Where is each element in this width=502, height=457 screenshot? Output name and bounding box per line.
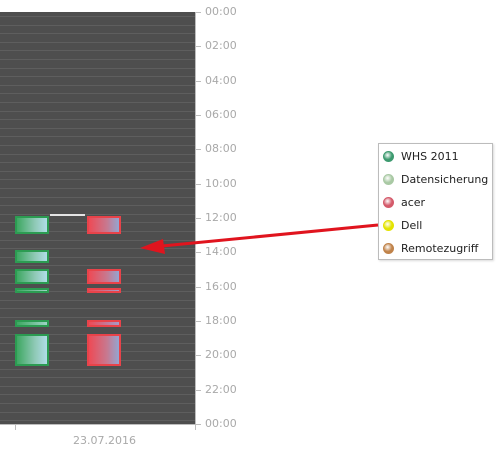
grid-line (0, 102, 195, 103)
grid-line (0, 93, 195, 95)
grid-line (0, 76, 195, 78)
y-axis-tick (195, 355, 201, 357)
x-axis-line (0, 424, 196, 425)
legend-label: Remotezugriff (401, 241, 479, 255)
timeline-bar-whs-2011[interactable] (15, 249, 49, 264)
y-axis-tick-label: 22:00 (205, 382, 237, 396)
legend-item-datensicherung[interactable]: Datensicherung (383, 171, 488, 187)
grid-line (0, 41, 195, 43)
grid-line (0, 196, 195, 198)
grid-line (0, 411, 195, 413)
grid-line (0, 127, 195, 129)
legend-dot-icon (383, 150, 394, 162)
grid-line (0, 145, 195, 146)
legend-dot-icon (383, 242, 394, 254)
grid-line (0, 377, 195, 379)
y-axis-tick-label: 04:00 (205, 73, 237, 87)
grid-line (0, 50, 195, 52)
timeline-bar-whs-2011[interactable] (15, 216, 49, 235)
grid-line (0, 67, 195, 69)
y-axis-tick-label: 10:00 (205, 176, 237, 190)
y-axis-tick-label: 00:00 (205, 5, 237, 18)
legend-dot-icon (383, 219, 394, 231)
legend: WHS 2011 Datensicherung acer Dell Remote… (378, 143, 493, 260)
grid-line (0, 308, 195, 310)
arrow-head-icon (140, 239, 165, 254)
grid-line (0, 256, 195, 258)
grid-line (0, 119, 195, 121)
grid-line (0, 317, 195, 318)
grid-line (0, 59, 195, 60)
y-axis-tick-label: 12:00 (205, 211, 237, 224)
grid-line (0, 385, 195, 387)
grid-line (0, 24, 195, 26)
y-axis-tick-label: 14:00 (205, 245, 237, 259)
arrow-shaft (161, 223, 379, 248)
y-axis-tick (195, 424, 201, 425)
grid-line (0, 179, 195, 181)
y-axis-tick (195, 389, 201, 391)
timeline-bar-acer[interactable] (87, 333, 121, 367)
series-connector-line (50, 214, 85, 216)
grid-line (0, 188, 195, 189)
grid-line (0, 403, 195, 404)
grid-line (0, 420, 195, 422)
timeline-bar-whs-2011[interactable] (15, 333, 49, 367)
y-axis-tick (195, 286, 201, 288)
y-axis-tick-label: 06:00 (205, 108, 237, 121)
legend-item-whs-2011[interactable]: WHS 2011 (383, 148, 459, 164)
grid-line (0, 205, 195, 207)
grid-line (0, 136, 195, 138)
grid-line (0, 162, 195, 164)
y-axis-tick (195, 80, 201, 82)
legend-label: Dell (401, 218, 423, 232)
x-axis-tick (195, 424, 196, 430)
legend-label: WHS 2011 (401, 149, 459, 163)
y-axis-tick-label: 02:00 (205, 39, 237, 53)
y-axis-tick (195, 183, 201, 185)
y-axis-tick (195, 321, 201, 322)
grid-line (0, 170, 195, 172)
timeline-bar-acer[interactable] (87, 268, 121, 284)
legend-item-remotezugriff[interactable]: Remotezugriff (383, 240, 478, 256)
timeline-bar-acer[interactable] (87, 216, 121, 235)
y-axis-tick (195, 218, 201, 219)
grid-line (0, 239, 195, 241)
grid-line (0, 248, 195, 250)
legend-item-acer[interactable]: acer (383, 194, 425, 210)
grid-line (0, 33, 195, 35)
grid-line (0, 153, 195, 155)
y-axis-tick (195, 115, 201, 116)
timeline-bar-acer[interactable] (87, 320, 121, 327)
grid-line (0, 110, 195, 112)
grid-line (0, 368, 195, 370)
timeline-bar-acer[interactable] (87, 287, 121, 293)
legend-item-dell[interactable]: Dell (383, 217, 422, 233)
grid-line (0, 265, 195, 267)
legend-label: Datensicherung (401, 172, 489, 186)
grid-line (0, 299, 195, 301)
y-axis-tick (195, 46, 201, 48)
grid-line (0, 213, 195, 215)
grid-line (0, 84, 195, 86)
legend-dot-icon (383, 173, 394, 185)
y-axis-tick-label: 00:00 (205, 417, 237, 430)
y-axis-tick-label: 20:00 (205, 348, 237, 362)
y-axis-tick (195, 149, 201, 151)
y-axis-tick-label: 18:00 (205, 314, 237, 327)
y-axis-tick-label: 08:00 (205, 142, 237, 156)
y-axis-tick (195, 252, 201, 254)
grid-line (0, 16, 195, 17)
y-axis-tick (195, 12, 201, 13)
x-axis-date-label: 23.07.2016 (73, 434, 136, 447)
timeline-bar-whs-2011[interactable] (15, 287, 49, 293)
x-axis-tick (15, 424, 16, 430)
grid-line (0, 394, 195, 396)
y-axis-tick-label: 16:00 (205, 279, 237, 293)
legend-label: acer (401, 195, 426, 209)
timeline-bar-whs-2011[interactable] (15, 268, 49, 284)
timeline-bar-whs-2011[interactable] (15, 320, 49, 327)
legend-dot-icon (383, 196, 394, 208)
